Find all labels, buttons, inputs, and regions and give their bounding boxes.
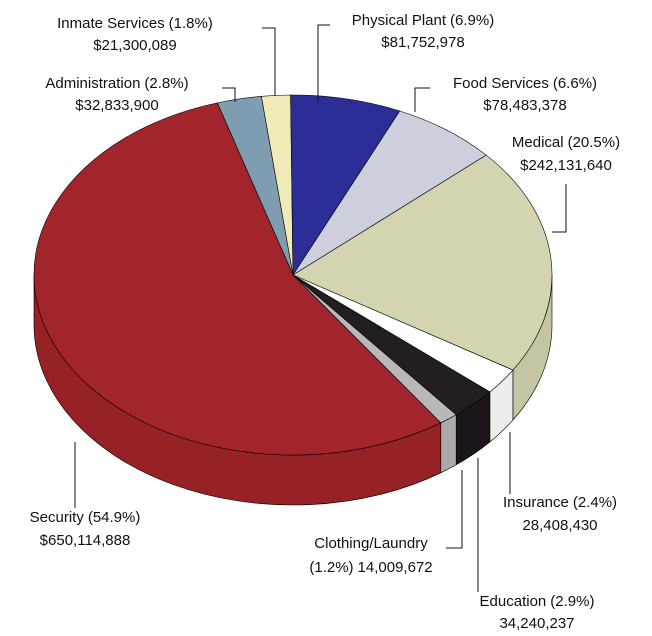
slice-label: Insurance (2.4%): [503, 494, 617, 511]
leader-line: [262, 27, 276, 96]
slice-label: Inmate Services (1.8%): [57, 15, 213, 32]
leader-line: [222, 87, 236, 102]
slice: [33, 102, 442, 456]
value-label: 14,009,672: [358, 559, 433, 576]
leader-line: [446, 470, 463, 549]
slice-value: (1.2%) 14,009,672: [309, 559, 432, 576]
category-name: Insurance: [503, 494, 569, 511]
slice-label: Education (2.9%): [480, 593, 595, 610]
value-label: $32,833,900: [75, 97, 158, 114]
leader-line: [317, 24, 330, 102]
value-label: 28,408,430: [522, 517, 597, 534]
percent-label: (2.9%): [550, 593, 594, 610]
slice-label: Clothing/Laundry: [314, 535, 428, 552]
category-name: Clothing/Laundry: [314, 535, 428, 552]
value-label: $242,131,640: [520, 157, 612, 174]
slice-label: Physical Plant (6.9%): [352, 12, 494, 29]
percent-label: (6.9%): [450, 12, 494, 29]
category-name: Physical Plant: [352, 12, 447, 29]
value-label: 34,240,237: [499, 615, 574, 632]
slice-value: $242,131,640: [520, 157, 612, 174]
slice-label: Administration (2.8%): [45, 75, 188, 92]
category-name: Education: [480, 593, 547, 610]
slice-value: $650,114,888: [40, 532, 131, 549]
slice: [292, 110, 487, 276]
percent-label: (1.2%): [309, 559, 353, 576]
percent-label: (54.9%): [88, 509, 141, 526]
slice-value: 28,408,430: [522, 517, 597, 534]
value-label: $81,752,978: [381, 34, 464, 51]
slice-value: 34,240,237: [499, 615, 574, 632]
value-label: $21,300,089: [93, 37, 176, 54]
category-name: Administration: [45, 75, 140, 92]
category-name: Inmate Services: [57, 15, 165, 32]
slice: [292, 154, 553, 371]
category-name: Medical: [512, 134, 564, 151]
slice-value: $78,483,378: [483, 97, 566, 114]
leader-line: [552, 184, 567, 233]
percent-label: (1.8%): [169, 15, 213, 32]
slice-value: $32,833,900: [75, 97, 158, 114]
slice: [290, 94, 401, 276]
value-label: $78,483,378: [483, 97, 566, 114]
percent-label: (2.8%): [144, 75, 188, 92]
value-label: $650,114,888: [40, 532, 131, 549]
percent-label: (6.6%): [553, 75, 597, 92]
leader-line: [414, 87, 430, 112]
slice-label: Food Services (6.6%): [453, 75, 597, 92]
slice-value: $81,752,978: [381, 34, 464, 51]
category-name: Food Services: [453, 75, 549, 92]
slice-value: $21,300,089: [93, 37, 176, 54]
slice-label: Security (54.9%): [30, 509, 141, 526]
slice-side: [440, 414, 457, 474]
category-name: Security: [30, 509, 85, 526]
slice-label: Medical (20.5%): [512, 134, 620, 151]
percent-label: (2.4%): [573, 494, 617, 511]
percent-label: (20.5%): [568, 134, 621, 151]
